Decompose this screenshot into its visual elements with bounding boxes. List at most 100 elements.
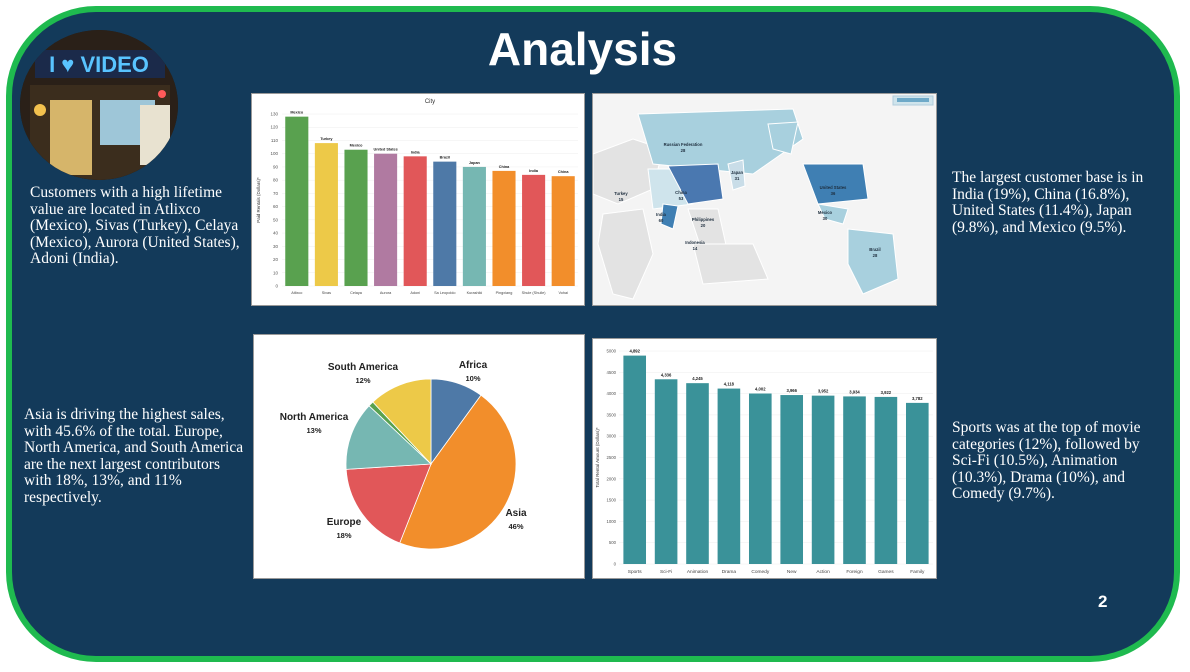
pie-slice-label: South America [328,362,399,373]
note-movie-categories: Sports was at the top of movie categorie… [952,419,1141,502]
city-category-label: Sivas [322,291,331,295]
city-ytick-label: 130 [270,112,278,117]
category-ytick-label: 2000 [606,476,616,481]
map-country-label: Mexico [818,210,833,215]
city-ytick-label: 50 [273,217,279,222]
city-bar [285,116,309,287]
category-label: Action [816,569,830,575]
city-ytick-label: 40 [273,231,279,236]
city-bar [433,161,457,286]
map-country-value: 28 [681,148,686,153]
note-high-lifetime-value: Customers with a high lifetime value are… [30,184,240,267]
category-label: Foreign [846,569,863,575]
customer-map: Russian Federation28Turkey15China53Japan… [593,94,936,305]
map-country-value: 28 [873,253,878,258]
category-bar-value: 4,118 [724,382,735,387]
city-bar [314,143,338,286]
city-ytick-label: 60 [273,204,279,209]
city-ytick-label: 70 [273,191,279,196]
category-ytick-label: 4500 [606,370,616,375]
map-country-value: 60 [659,218,664,223]
city-category-label: Kurashiki [467,291,483,295]
category-bar-chart: Total Rental Amount (Dollars)* 0 500 1000 15… [595,349,933,575]
category-label: Sci-Fi [660,569,672,575]
city-bar [551,176,575,286]
map-country-value: 20 [701,223,706,228]
category-bar-value: 3,934 [849,389,860,394]
city-ytick-label: 100 [270,151,278,156]
category-label: Comedy [751,569,769,575]
city-bar [522,174,546,286]
city-bar-label: India [411,150,421,154]
category-bar-value: 3,952 [818,389,829,394]
pie-slice-pct: 12% [355,376,370,385]
pie-slice [399,394,517,550]
category-ytick-label: 500 [609,540,617,545]
city-category-label: Adoni [410,291,420,295]
category-label: New [787,569,797,575]
video-store-illustration: I ♥ VIDEO [20,30,178,180]
city-ytick-label: 30 [273,244,279,249]
category-bar-value: 4,245 [692,376,703,381]
category-ytick-label: 3500 [606,412,616,417]
note-regional-sales: Asia is driving the highest sales, with … [24,406,244,506]
city-chart-ylabel: Paid Rentals (Dollars)* [256,177,261,223]
city-ytick-label: 90 [273,164,279,169]
city-bar-label: Turkey [320,137,333,141]
slide-title: Analysis [487,23,678,75]
city-bar-label: India [529,169,539,173]
pie-slice [372,378,432,466]
map-country-value: 30 [823,216,828,221]
pie-slice-pct: 18% [336,531,351,540]
city-bar-label: United States [373,148,397,152]
region-pie-chart: Africa 10% Asia 46% Europe 18% North America 13… [280,360,527,550]
category-bar [811,395,835,564]
category-ytick-label: 1500 [606,498,616,503]
map-country-label: Philippines [692,217,715,222]
map-country-value: 36 [831,191,836,196]
category-ytick-label: 4000 [606,391,616,396]
category-ytick-label: 1000 [606,519,616,524]
map-country-value: 14 [693,246,698,251]
city-bar-label: Mexico [350,144,364,148]
logo-text: I ♥ VIDEO [49,52,149,77]
category-bar [686,383,709,564]
city-bar-label: Japan [469,161,481,165]
category-bar [780,395,804,564]
category-bar [717,388,741,564]
category-bar-value: 4,002 [755,387,766,392]
city-ytick-label: 0 [275,284,278,289]
category-bar-value: 3,782 [912,396,923,401]
map-labels: Russian Federation28Turkey15China53Japan… [614,142,880,258]
pie-slice-pct: 46% [508,522,523,531]
category-label: Drama [722,569,737,575]
customer-map-panel: Russian Federation 28 Turkey 15 China 53 Japan… [592,93,937,306]
region-pie-chart-panel: Africa 10% Asia 46% Europe 18% North America 13… [253,334,585,579]
city-category-label: Shule (Shulle) [522,291,547,295]
category-ytick-label: 2500 [606,455,616,460]
city-bar-chart-panel: City Paid Rentals (Dollars)* 0 10 20 30 40 50 60… [251,93,585,306]
city-bar [374,153,398,286]
city-bar-label: Mexico [290,111,304,115]
city-category-label: Sa Leopoldo [434,291,455,295]
category-bar [654,379,678,564]
category-bar [748,393,772,564]
city-category-label: Celaya [350,291,363,295]
map-country-label: Indonesia [685,240,705,245]
category-ytick-label: 3000 [606,434,616,439]
pie-slice [345,463,432,544]
page-number: 2 [1098,592,1108,611]
pie-slice-label: Asia [505,508,527,519]
city-category-label: Pingxiang [496,291,513,295]
category-label: Animation [687,569,709,575]
category-bar-value: 3,966 [786,388,797,393]
category-ytick-label: 5000 [606,349,616,354]
category-label: Family [910,569,925,575]
city-bar [403,156,427,286]
category-label: Sports [628,569,642,575]
map-country-label: India [656,212,666,217]
category-bar-value: 4,892 [629,349,640,354]
city-bar [344,149,368,286]
category-bar-chart-panel: Total Rental Amount (Dollars)* 0 500 1000 15… [592,338,937,579]
